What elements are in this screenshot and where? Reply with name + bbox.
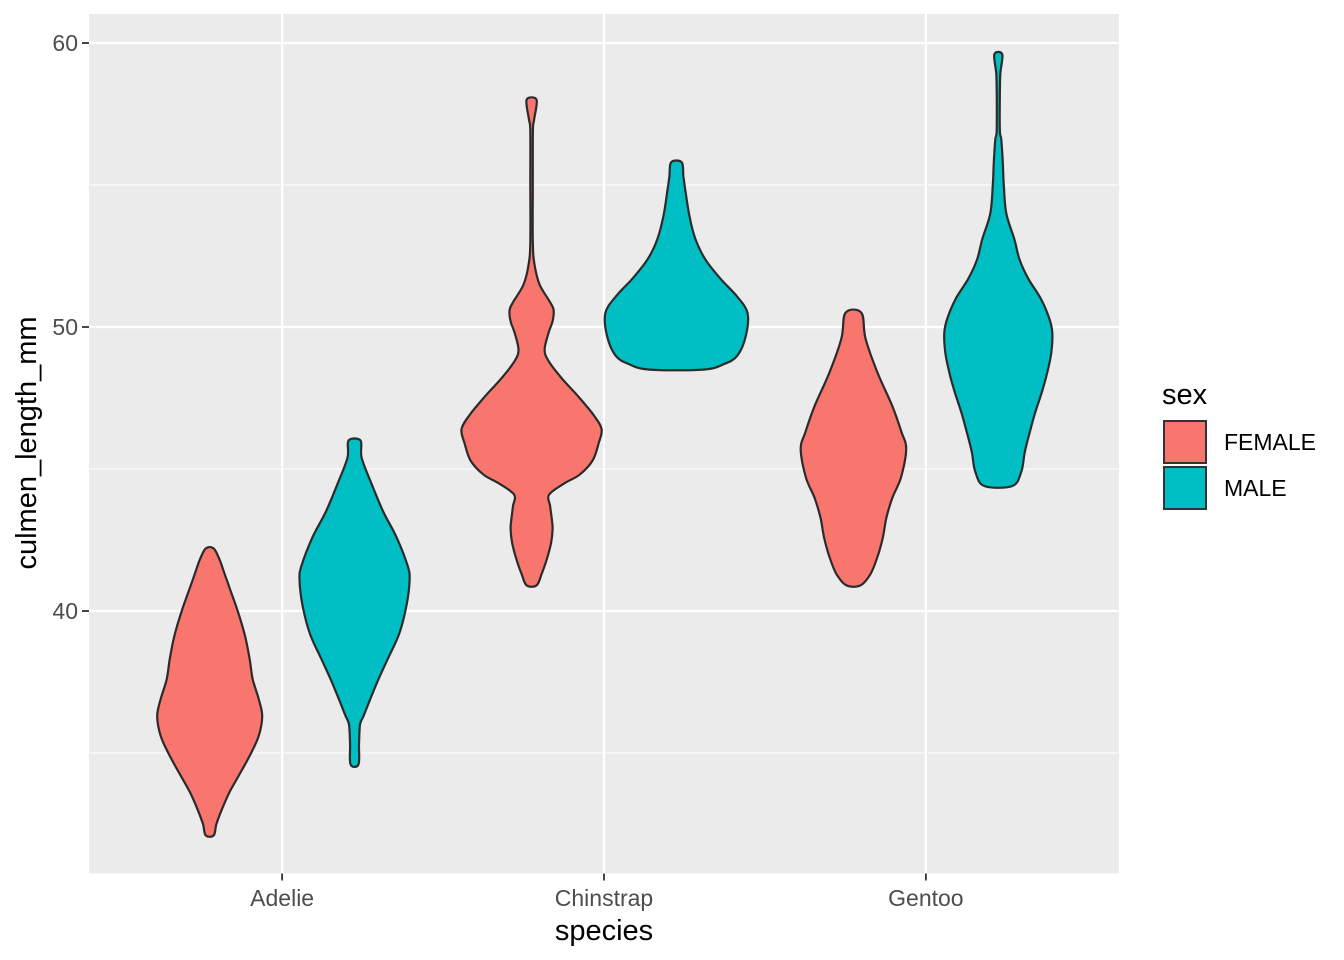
violin-chinstrap-female [460, 96, 603, 588]
x-tick-label: Chinstrap [554, 885, 654, 911]
violin-adelie-female [156, 545, 264, 838]
y-tick-label: 50 [52, 314, 78, 340]
y-axis-title: culmen_length_mm [11, 316, 43, 570]
x-tick-label: Adelie [250, 885, 315, 911]
legend-key-male-swatch [1163, 466, 1207, 510]
y-tick-label: 60 [52, 30, 78, 56]
violin-chinstrap-male [603, 159, 750, 372]
violin-adelie-male [298, 437, 411, 768]
violin-gentoo-male [943, 50, 1054, 489]
legend-label-male: MALE [1224, 475, 1287, 501]
y-tick-label: 40 [52, 598, 78, 624]
legend-label-female: FEMALE [1224, 429, 1317, 455]
legend-key-female-swatch [1163, 420, 1207, 464]
x-tick-label: Gentoo [888, 885, 964, 911]
violin-gentoo-female [799, 308, 908, 588]
legend-title: sex [1162, 379, 1208, 411]
x-axis-title: species [554, 915, 654, 947]
